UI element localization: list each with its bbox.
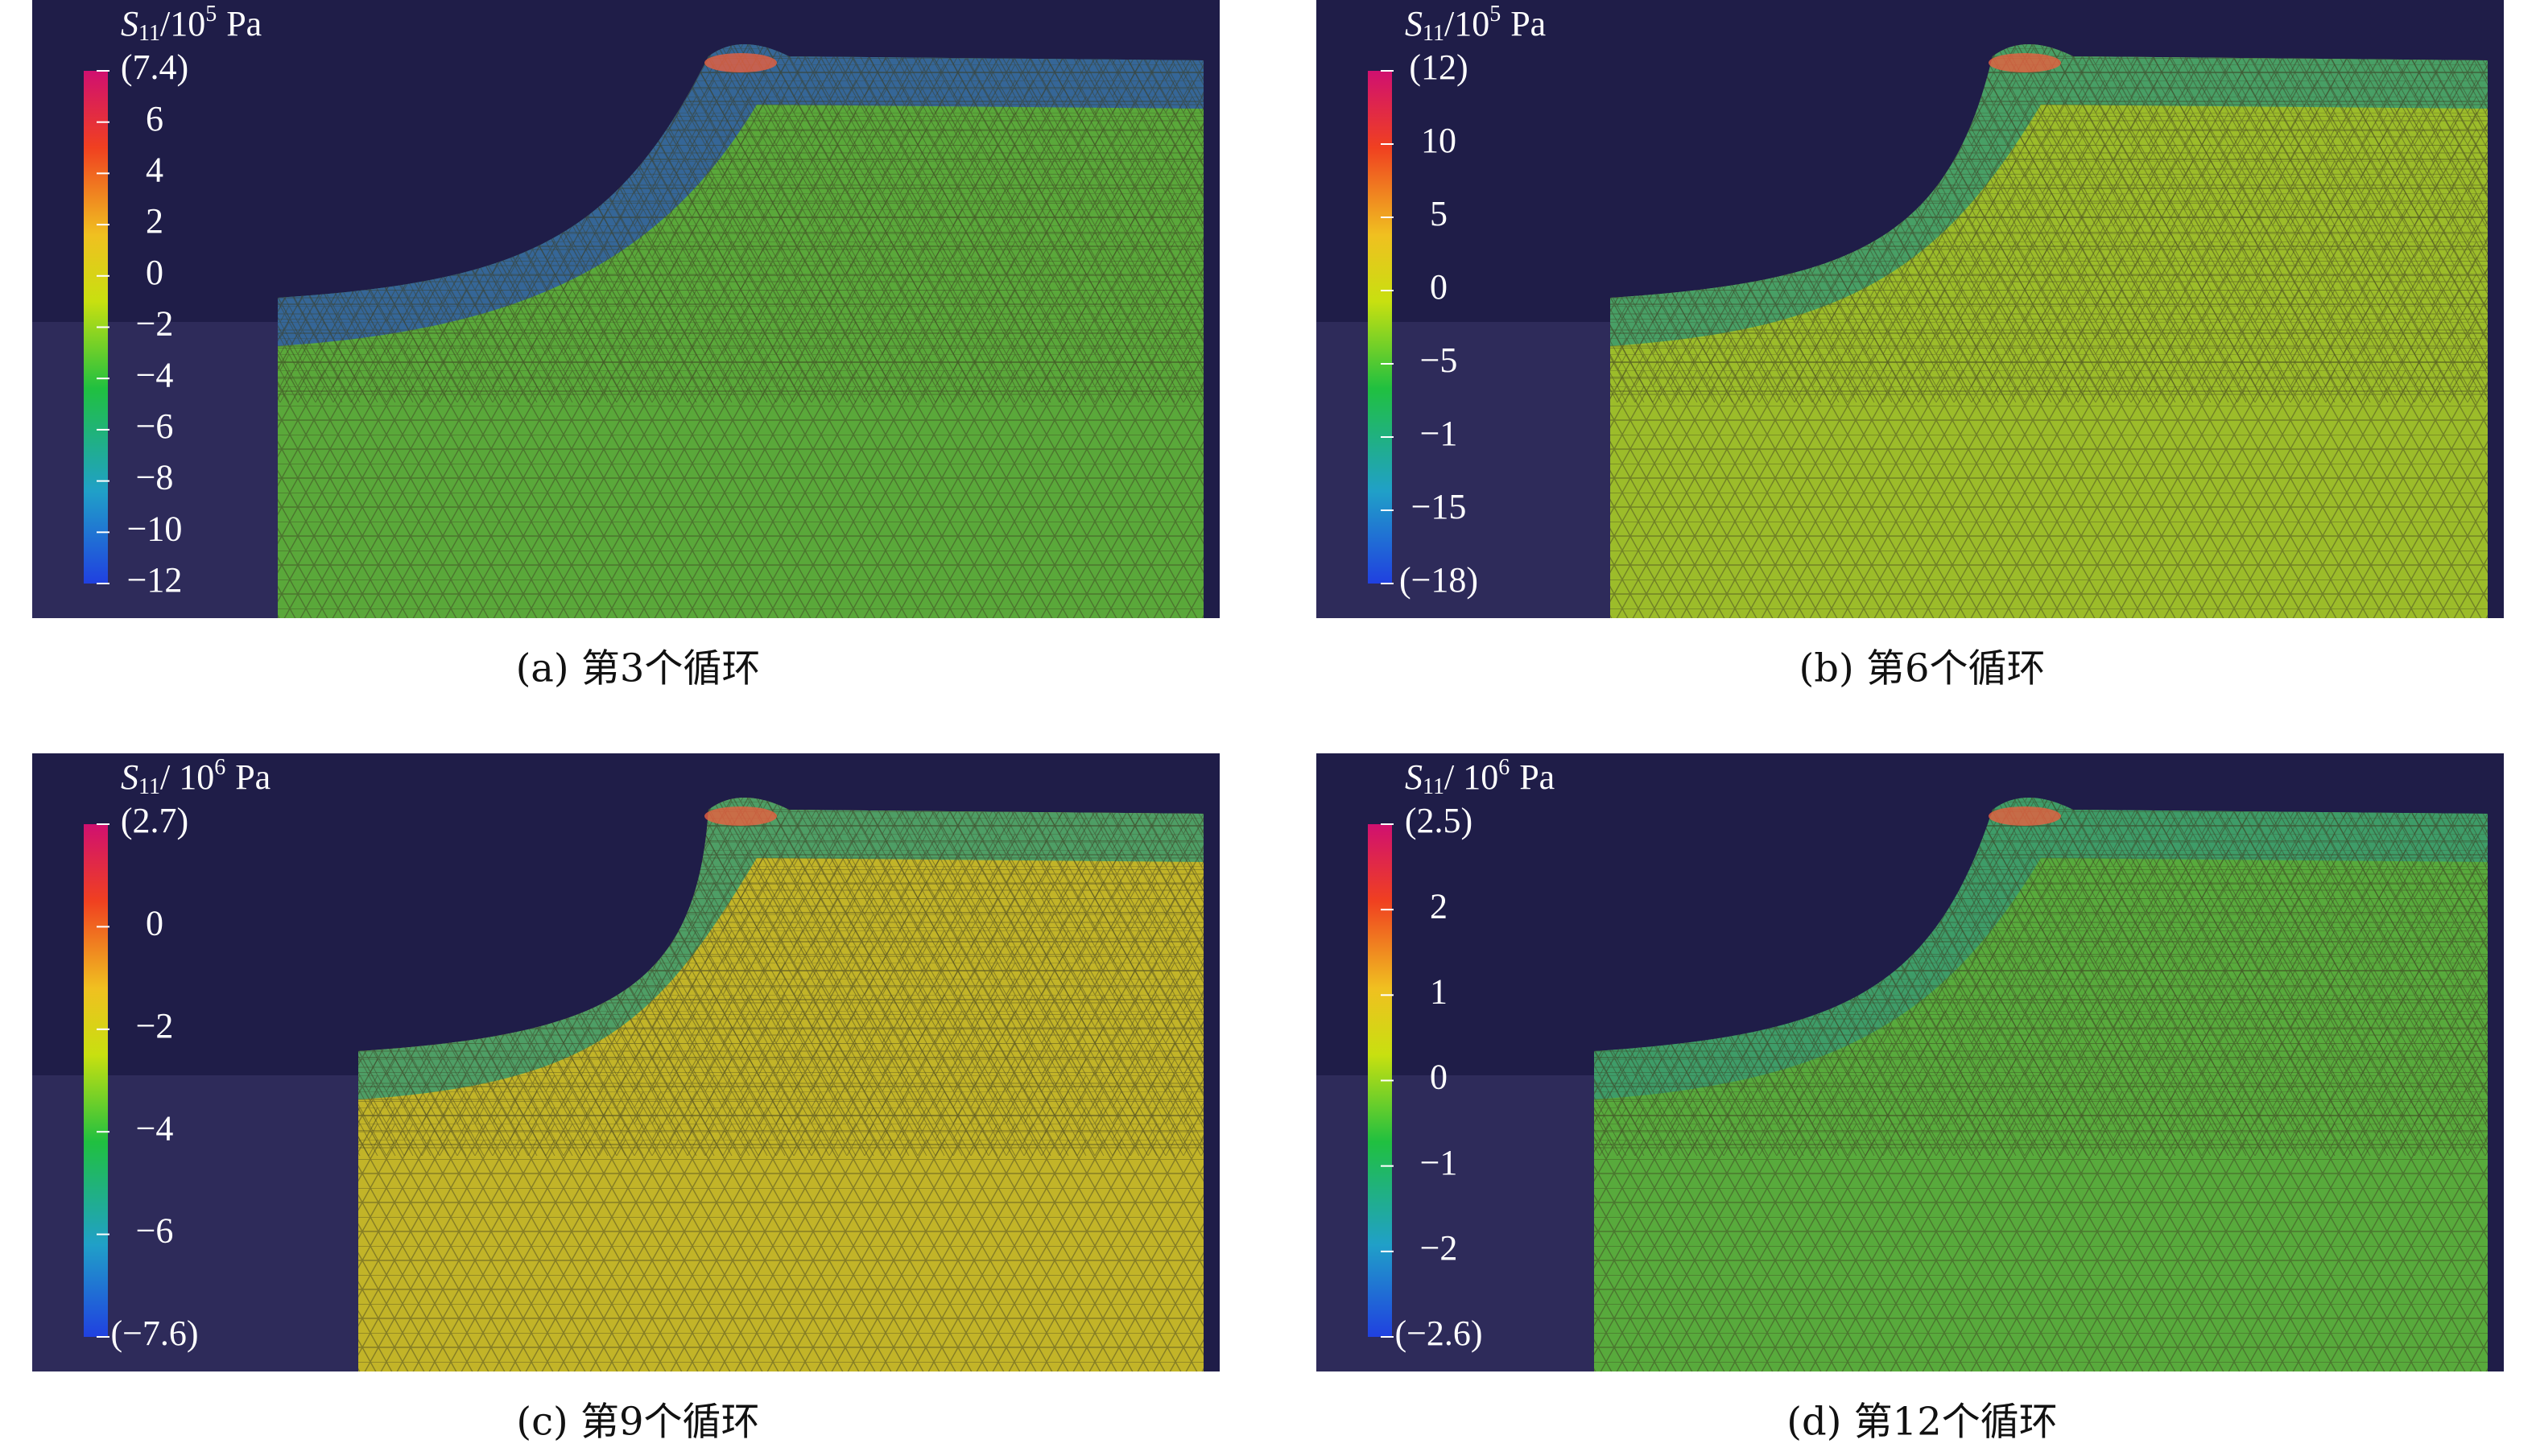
mesh-fine bbox=[278, 44, 1204, 402]
colorbar-label: −2 bbox=[1420, 1228, 1458, 1268]
unit-subscript: 11 bbox=[1423, 774, 1444, 799]
unit-exponent: 5 bbox=[205, 2, 217, 27]
crest-hotspot bbox=[704, 53, 777, 72]
colorbar-unit: S11/ 106 Pa bbox=[1405, 755, 1555, 799]
unit-exponent: 6 bbox=[214, 755, 225, 780]
colorbar-label: (−18) bbox=[1399, 560, 1478, 600]
colorbar-label: 10 bbox=[1421, 121, 1456, 160]
colorbar bbox=[84, 824, 108, 1337]
panel-caption: (b) 第6个循环 bbox=[1799, 646, 2046, 691]
unit-name: Pa bbox=[1519, 757, 1555, 797]
unit-base: / 10 bbox=[1444, 757, 1498, 797]
colorbar-label: 0 bbox=[146, 903, 163, 942]
unit-name: Pa bbox=[1510, 4, 1546, 43]
colorbar-label: −5 bbox=[1420, 340, 1458, 380]
colorbar-label: −6 bbox=[136, 406, 174, 446]
panel: S11/ 106 Pa (2.5) 2 1 0 −1 −2 (−2.6) bbox=[1316, 753, 2504, 1371]
colorbar-unit: S11/ 106 Pa bbox=[121, 755, 271, 799]
unit-exponent: 5 bbox=[1489, 2, 1501, 27]
colorbar-label: 2 bbox=[1430, 886, 1448, 926]
colorbar-label: (−7.6) bbox=[110, 1314, 198, 1353]
colorbar-label: 1 bbox=[1430, 971, 1448, 1011]
crest-hotspot bbox=[1989, 806, 2061, 826]
colorbar-label: 4 bbox=[146, 150, 163, 189]
colorbar-label: −10 bbox=[127, 509, 183, 548]
colorbar-label: −4 bbox=[136, 1108, 174, 1148]
colorbar-label: −12 bbox=[127, 560, 183, 600]
unit-subscript: 11 bbox=[138, 21, 160, 46]
mesh-fine bbox=[1610, 44, 2488, 402]
panel: S11/ 106 Pa (2.7) 0 −2 −4 −6 (−7.6) bbox=[32, 753, 1220, 1371]
mesh-fine bbox=[1594, 798, 2488, 1156]
colorbar-label: −15 bbox=[1411, 487, 1467, 526]
colorbar-label: 5 bbox=[1430, 194, 1448, 233]
panel-caption: (c) 第9个循环 bbox=[516, 1400, 759, 1445]
ground-band bbox=[32, 322, 278, 618]
colorbar-unit: S11/105 Pa bbox=[121, 2, 262, 46]
unit-symbol: S bbox=[1405, 757, 1423, 797]
mesh-fine bbox=[358, 798, 1204, 1156]
crest-hotspot bbox=[1989, 53, 2061, 72]
colorbar-label: −8 bbox=[136, 458, 174, 497]
colorbar-label: (12) bbox=[1409, 47, 1468, 87]
colorbar-label: 0 bbox=[146, 253, 163, 292]
colorbar-label: −1 bbox=[1420, 414, 1458, 453]
unit-subscript: 11 bbox=[138, 774, 160, 799]
ground-band bbox=[1316, 322, 1610, 618]
colorbar-label: (2.7) bbox=[121, 801, 188, 840]
ground-band bbox=[1316, 1075, 1594, 1371]
unit-symbol: S bbox=[121, 4, 138, 43]
unit-name: Pa bbox=[226, 4, 262, 43]
colorbar-label: 0 bbox=[1430, 267, 1448, 307]
colorbar-label: −6 bbox=[136, 1211, 174, 1251]
colorbar-label: 6 bbox=[146, 99, 163, 138]
colorbar-label: 2 bbox=[146, 201, 163, 241]
colorbar-label: −2 bbox=[136, 1006, 174, 1046]
unit-name: Pa bbox=[235, 757, 271, 797]
colorbar-label: −1 bbox=[1420, 1143, 1458, 1182]
unit-subscript: 11 bbox=[1423, 21, 1444, 46]
colorbar-label: −2 bbox=[136, 304, 174, 344]
panel: S11/105 Pa (7.4) 6 4 2 0 −2 −4 −6 −8 −10 −12 bbox=[32, 0, 1220, 618]
colorbar-label: (7.4) bbox=[121, 47, 188, 87]
unit-symbol: S bbox=[121, 757, 138, 797]
colorbar-label: (2.5) bbox=[1405, 801, 1472, 840]
unit-base: /10 bbox=[160, 4, 205, 43]
colorbar-label: −4 bbox=[136, 355, 174, 394]
unit-exponent: 6 bbox=[1498, 755, 1510, 780]
unit-base: /10 bbox=[1444, 4, 1489, 43]
colorbar-unit: S11/105 Pa bbox=[1405, 2, 1546, 46]
panel-caption: (d) 第12个循环 bbox=[1786, 1400, 2058, 1445]
panel-caption: (a) 第3个循环 bbox=[516, 646, 761, 691]
colorbar-label: 0 bbox=[1430, 1058, 1448, 1097]
crest-hotspot bbox=[704, 806, 777, 826]
colorbar bbox=[1368, 71, 1392, 584]
colorbar-label: (−2.6) bbox=[1394, 1314, 1482, 1353]
unit-symbol: S bbox=[1405, 4, 1423, 43]
unit-base: / 10 bbox=[160, 757, 214, 797]
